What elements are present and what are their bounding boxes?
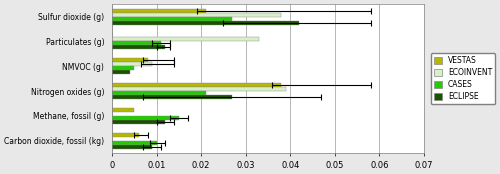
Bar (112, 17, 232, 21)
Bar (112, 70, 130, 74)
Bar (112, 9, 206, 13)
Bar (112, 133, 138, 137)
Bar (112, 120, 166, 124)
Bar (112, 108, 134, 112)
Bar (112, 83, 282, 87)
Bar (112, 13, 282, 17)
Legend: VESTAS, ECOINVENT, CASES, ECLIPSE: VESTAS, ECOINVENT, CASES, ECLIPSE (431, 53, 495, 104)
Bar (112, 95, 232, 99)
Bar (112, 58, 148, 62)
Bar (112, 37, 259, 41)
Bar (112, 145, 152, 149)
Bar (112, 87, 286, 91)
Bar (112, 141, 156, 145)
Bar (112, 116, 179, 120)
Bar (112, 91, 206, 95)
Bar (112, 45, 166, 49)
Bar (112, 66, 134, 70)
Bar (112, 41, 161, 45)
Bar (112, 21, 299, 25)
Bar (112, 62, 152, 66)
